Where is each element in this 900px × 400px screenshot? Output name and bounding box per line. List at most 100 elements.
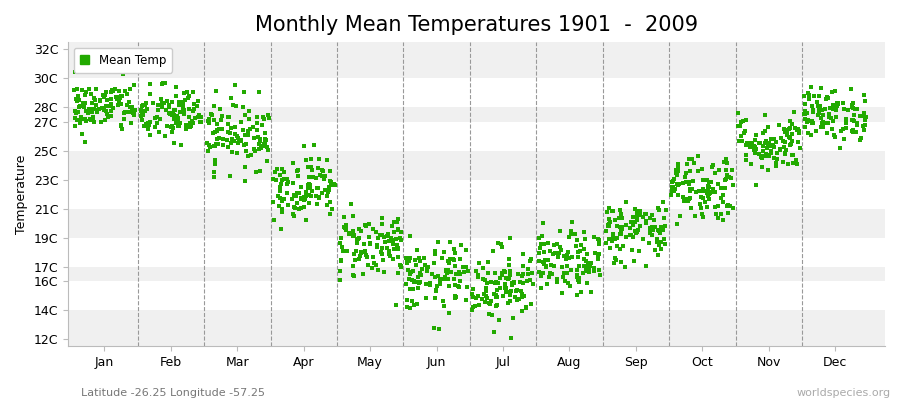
Point bbox=[214, 112, 229, 119]
Point bbox=[587, 265, 601, 271]
Point bbox=[850, 106, 865, 112]
Point bbox=[162, 104, 176, 110]
Point bbox=[732, 137, 746, 144]
Point bbox=[747, 143, 761, 149]
Point bbox=[209, 141, 223, 147]
Point bbox=[380, 245, 394, 251]
Point bbox=[383, 234, 398, 241]
Point bbox=[551, 254, 565, 260]
Point bbox=[829, 114, 843, 120]
Point bbox=[499, 285, 513, 292]
Point bbox=[824, 115, 838, 121]
Point bbox=[482, 300, 496, 306]
Point bbox=[169, 113, 184, 120]
Point bbox=[118, 109, 132, 115]
Point bbox=[536, 220, 550, 226]
Bar bbox=[68, 339, 885, 346]
Point bbox=[716, 192, 730, 198]
Point bbox=[411, 280, 426, 286]
Point bbox=[603, 245, 617, 252]
Point bbox=[782, 133, 796, 140]
Point bbox=[222, 130, 237, 136]
Point bbox=[86, 116, 100, 122]
Point bbox=[315, 190, 329, 196]
Point bbox=[375, 221, 390, 227]
Point bbox=[829, 105, 843, 112]
Point bbox=[151, 102, 166, 109]
Point bbox=[76, 104, 91, 110]
Point bbox=[484, 298, 499, 304]
Point bbox=[555, 290, 570, 297]
Point bbox=[854, 134, 868, 141]
Point bbox=[792, 144, 806, 151]
Point bbox=[760, 153, 774, 159]
Point bbox=[243, 126, 257, 132]
Point bbox=[845, 102, 859, 108]
Point bbox=[92, 106, 106, 112]
Point bbox=[274, 206, 289, 212]
Point bbox=[93, 97, 107, 104]
Point bbox=[274, 208, 289, 215]
Point bbox=[343, 201, 357, 207]
Point bbox=[258, 140, 273, 146]
Point bbox=[386, 228, 400, 235]
Point bbox=[770, 163, 784, 169]
Point bbox=[816, 111, 831, 118]
Point bbox=[784, 141, 798, 148]
Point bbox=[760, 167, 775, 173]
Point bbox=[588, 250, 602, 256]
Point bbox=[825, 102, 840, 108]
Point bbox=[172, 121, 186, 128]
Point bbox=[610, 235, 625, 242]
Point bbox=[72, 104, 86, 110]
Point bbox=[847, 117, 861, 124]
Point bbox=[68, 108, 82, 114]
Point bbox=[546, 251, 561, 258]
Point bbox=[202, 120, 216, 126]
Point bbox=[505, 280, 519, 286]
Legend: Mean Temp: Mean Temp bbox=[74, 48, 172, 73]
Point bbox=[312, 195, 327, 201]
Point bbox=[174, 142, 188, 148]
Point bbox=[394, 237, 409, 244]
Point bbox=[346, 228, 361, 234]
Point bbox=[563, 283, 578, 290]
Point bbox=[402, 305, 417, 312]
Point bbox=[375, 232, 390, 239]
Point bbox=[90, 109, 104, 116]
Point bbox=[841, 107, 855, 113]
Point bbox=[520, 278, 535, 284]
Point bbox=[402, 254, 417, 261]
Point bbox=[623, 225, 637, 232]
Point bbox=[287, 204, 302, 210]
Point bbox=[258, 130, 273, 137]
Point bbox=[676, 180, 690, 186]
Point bbox=[442, 283, 456, 290]
Point bbox=[626, 234, 641, 240]
Point bbox=[465, 291, 480, 297]
Point bbox=[584, 288, 598, 295]
Point bbox=[712, 166, 726, 173]
Point bbox=[228, 124, 242, 130]
Point bbox=[374, 249, 389, 255]
Point bbox=[550, 277, 564, 284]
Point bbox=[625, 247, 639, 253]
Point bbox=[403, 233, 418, 240]
Point bbox=[78, 116, 93, 122]
Point bbox=[224, 140, 238, 146]
Point bbox=[797, 108, 812, 114]
Point bbox=[172, 99, 186, 105]
Point bbox=[319, 172, 333, 179]
Point bbox=[605, 238, 619, 244]
Point bbox=[74, 116, 88, 122]
Point bbox=[141, 120, 156, 126]
Point bbox=[260, 147, 274, 154]
Point bbox=[375, 245, 390, 251]
Point bbox=[274, 226, 288, 232]
Point bbox=[142, 119, 157, 125]
Point bbox=[297, 143, 311, 149]
Point bbox=[455, 264, 470, 270]
Point bbox=[350, 235, 365, 242]
Point bbox=[475, 296, 490, 302]
Point bbox=[669, 167, 683, 174]
